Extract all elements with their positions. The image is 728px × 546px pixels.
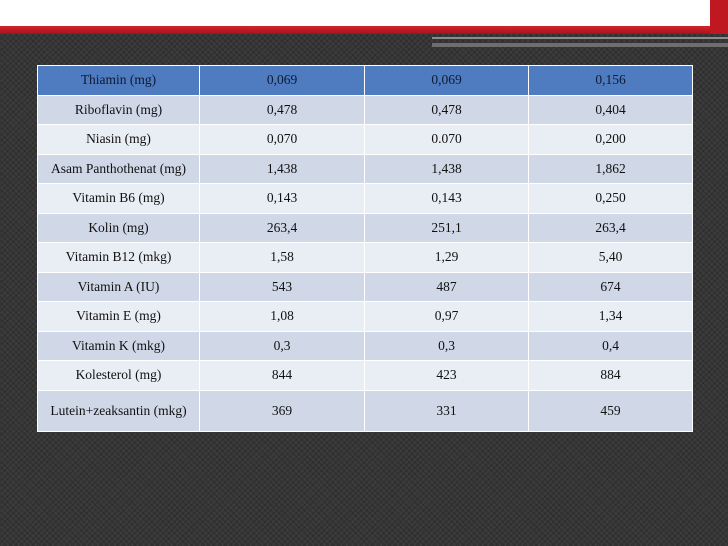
value-cell: 1,438 (199, 153, 365, 184)
value-cell: 0,069 (364, 65, 529, 96)
value-cell: 0,3 (364, 330, 529, 361)
value-cell: 1,438 (364, 153, 529, 184)
nutrient-name: Niasin (mg) (37, 124, 200, 155)
value-cell: 251,1 (364, 212, 529, 243)
table-row: Riboflavin (mg) 0,478 0,478 0,404 (37, 94, 693, 125)
value-cell: 0,069 (199, 65, 365, 96)
table-row: Kolesterol (mg) 844 423 884 (37, 360, 693, 391)
nutrient-name: Kolin (mg) (37, 212, 200, 243)
table-row: Vitamin E (mg) 1,08 0,97 1,34 (37, 301, 693, 332)
value-cell: 1,08 (199, 301, 365, 332)
nutrient-name: Vitamin A (IU) (37, 271, 200, 302)
value-cell: 331 (364, 389, 529, 432)
table-row: Thiamin (mg) 0,069 0,069 0,156 (37, 65, 693, 96)
value-cell: 1,58 (199, 242, 365, 273)
nutrient-name: Thiamin (mg) (37, 65, 200, 96)
nutrient-name: Riboflavin (mg) (37, 94, 200, 125)
nutrient-name: Vitamin B12 (mkg) (37, 242, 200, 273)
table-row: Asam Panthothenat (mg) 1,438 1,438 1,862 (37, 153, 693, 184)
decorative-line (432, 37, 728, 39)
value-cell: 423 (364, 360, 529, 391)
nutrient-name: Vitamin K (mkg) (37, 330, 200, 361)
slide-accent-bar (0, 26, 728, 34)
table-row: Vitamin B12 (mkg) 1,58 1,29 5,40 (37, 242, 693, 273)
nutrient-name: Asam Panthothenat (mg) (37, 153, 200, 184)
value-cell: 487 (364, 271, 529, 302)
value-cell: 0,143 (199, 183, 365, 214)
value-cell: 0,404 (528, 94, 693, 125)
value-cell: 0,478 (199, 94, 365, 125)
nutrient-name: Vitamin E (mg) (37, 301, 200, 332)
slide-top-band (0, 0, 728, 26)
decorative-line (432, 43, 728, 47)
value-cell: 1,29 (364, 242, 529, 273)
value-cell: 263,4 (199, 212, 365, 243)
slide-accent-block (710, 0, 728, 34)
nutrient-name: Kolesterol (mg) (37, 360, 200, 391)
value-cell: 0,97 (364, 301, 529, 332)
value-cell: 1,34 (528, 301, 693, 332)
value-cell: 0,156 (528, 65, 693, 96)
value-cell: 0,250 (528, 183, 693, 214)
value-cell: 0,143 (364, 183, 529, 214)
value-cell: 1,862 (528, 153, 693, 184)
table-row: Vitamin K (mkg) 0,3 0,3 0,4 (37, 330, 693, 361)
value-cell: 674 (528, 271, 693, 302)
nutrient-name: Vitamin B6 (mg) (37, 183, 200, 214)
value-cell: 0,478 (364, 94, 529, 125)
value-cell: 263,4 (528, 212, 693, 243)
table-row: Vitamin B6 (mg) 0,143 0,143 0,250 (37, 183, 693, 214)
value-cell: 0,200 (528, 124, 693, 155)
nutrient-table: Thiamin (mg) 0,069 0,069 0,156 Riboflavi… (37, 65, 693, 432)
nutrient-name: Lutein+zeaksantin (mkg) (37, 389, 200, 432)
value-cell: 369 (199, 389, 365, 432)
value-cell: 459 (528, 389, 693, 432)
value-cell: 884 (528, 360, 693, 391)
value-cell: 844 (199, 360, 365, 391)
value-cell: 0,4 (528, 330, 693, 361)
value-cell: 543 (199, 271, 365, 302)
table-row: Kolin (mg) 263,4 251,1 263,4 (37, 212, 693, 243)
value-cell: 5,40 (528, 242, 693, 273)
value-cell: 0.070 (364, 124, 529, 155)
table-row: Vitamin A (IU) 543 487 674 (37, 271, 693, 302)
value-cell: 0,070 (199, 124, 365, 155)
table-row: Niasin (mg) 0,070 0.070 0,200 (37, 124, 693, 155)
value-cell: 0,3 (199, 330, 365, 361)
table-row: Lutein+zeaksantin (mkg) 369 331 459 (37, 389, 693, 432)
